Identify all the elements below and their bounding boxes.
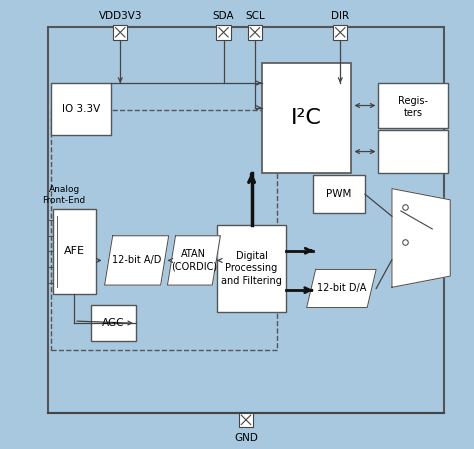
Text: ATAN
(CORDIC): ATAN (CORDIC)	[171, 249, 217, 272]
Text: AFE: AFE	[64, 247, 85, 256]
Polygon shape	[392, 189, 450, 287]
Text: AGC: AGC	[102, 318, 125, 328]
Bar	[113, 25, 128, 40]
Bar	[53, 209, 96, 294]
Polygon shape	[307, 269, 376, 308]
Text: Analog
Front-End: Analog Front-End	[43, 185, 86, 205]
Text: Regis-
ters: Regis- ters	[399, 96, 428, 118]
Bar	[48, 27, 444, 413]
Text: Digital
Processing
and Filtering: Digital Processing and Filtering	[221, 251, 282, 286]
Bar	[51, 83, 111, 135]
Bar	[248, 25, 262, 40]
Bar	[217, 224, 286, 312]
Bar	[333, 25, 347, 40]
Bar	[378, 83, 448, 128]
Bar	[51, 110, 277, 350]
Text: I²C: I²C	[291, 108, 322, 128]
Text: DIR: DIR	[331, 11, 349, 21]
Text: 12-bit D/A: 12-bit D/A	[317, 283, 366, 294]
Text: PWM: PWM	[327, 189, 352, 199]
Bar	[216, 25, 231, 40]
Text: IO 3.3V: IO 3.3V	[62, 104, 100, 114]
Polygon shape	[167, 236, 220, 285]
Text: VDD3V3: VDD3V3	[99, 11, 142, 21]
Text: GND: GND	[234, 433, 258, 443]
Polygon shape	[105, 236, 169, 285]
Text: 12-bit A/D: 12-bit A/D	[112, 255, 161, 265]
Bar	[262, 63, 352, 173]
Text: SDA: SDA	[213, 11, 234, 21]
Bar	[313, 175, 365, 213]
Bar	[91, 305, 136, 341]
Bar	[378, 130, 448, 173]
Text: SCL: SCL	[245, 11, 265, 21]
Bar	[239, 413, 253, 427]
